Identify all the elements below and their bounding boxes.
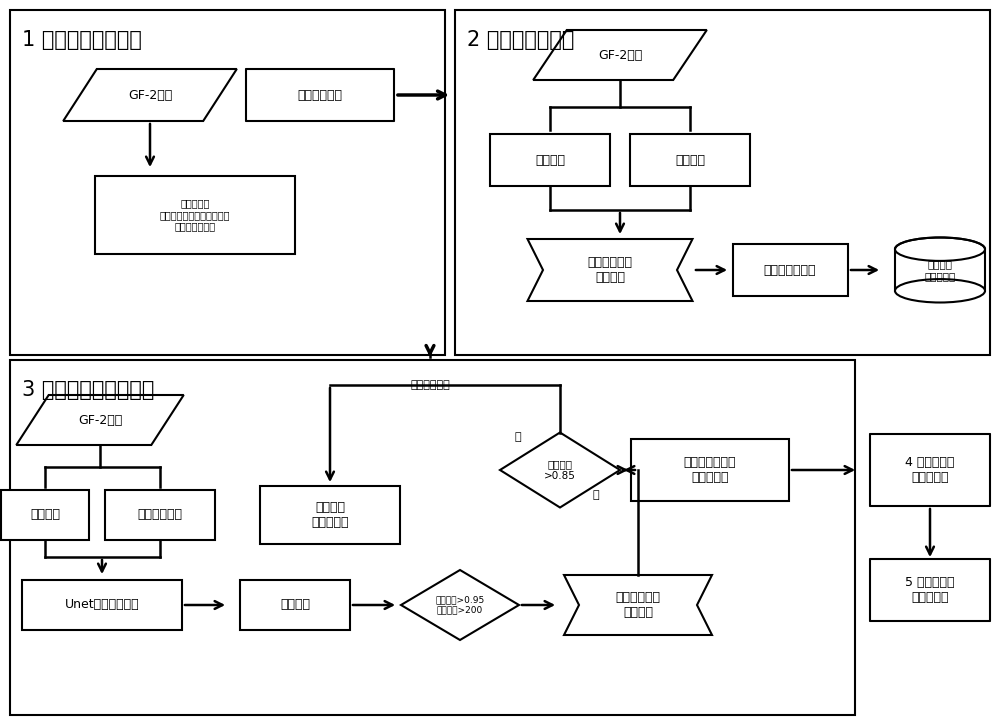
FancyBboxPatch shape	[732, 244, 848, 296]
Text: 是: 是	[593, 490, 599, 500]
Text: GF-2影像: GF-2影像	[598, 49, 642, 62]
Text: 训练精度>0.95
训练次数>200: 训练精度>0.95 训练次数>200	[435, 595, 485, 615]
FancyBboxPatch shape	[246, 69, 394, 121]
Text: 光谱植被指数: 光谱植被指数	[138, 508, 182, 521]
Text: 地面数据协同
模型训练: 地面数据协同 模型训练	[616, 591, 660, 619]
Text: 地面数据协同
样本制作: 地面数据协同 样本制作	[588, 256, 633, 284]
FancyBboxPatch shape	[10, 10, 445, 355]
FancyBboxPatch shape	[631, 439, 789, 501]
FancyBboxPatch shape	[95, 176, 295, 254]
Text: GF-2影像: GF-2影像	[78, 413, 122, 426]
FancyBboxPatch shape	[455, 10, 990, 355]
Text: 3 模型训练及协同优化: 3 模型训练及协同优化	[22, 380, 154, 400]
FancyBboxPatch shape	[490, 134, 610, 186]
Text: 2 样本标签库构建: 2 样本标签库构建	[467, 30, 574, 50]
Text: 城镇森林
样本标签库: 城镇森林 样本标签库	[924, 260, 956, 281]
Text: 城镇森林
样本标签库: 城镇森林 样本标签库	[311, 501, 349, 529]
Text: 数据预处理
（正射、辐射校正、大气校
正、影像融合）: 数据预处理 （正射、辐射校正、大气校 正、影像融合）	[160, 199, 230, 231]
FancyBboxPatch shape	[10, 360, 855, 715]
Text: 地面调查数据: 地面调查数据	[298, 88, 342, 102]
Ellipse shape	[895, 238, 985, 261]
Polygon shape	[63, 69, 237, 121]
FancyBboxPatch shape	[630, 134, 750, 186]
Text: 纹理特征: 纹理特征	[30, 508, 60, 521]
FancyBboxPatch shape	[870, 559, 990, 621]
Text: 1 数据获取与预处理: 1 数据获取与预处理	[22, 30, 142, 50]
Polygon shape	[564, 575, 712, 635]
Text: 城镇森林覆盖分
布提取模型: 城镇森林覆盖分 布提取模型	[684, 456, 736, 484]
FancyBboxPatch shape	[1, 490, 89, 540]
FancyBboxPatch shape	[870, 434, 990, 506]
Text: Unet深度学习模型: Unet深度学习模型	[65, 599, 139, 611]
Ellipse shape	[895, 279, 985, 302]
FancyBboxPatch shape	[895, 249, 985, 291]
Polygon shape	[500, 433, 620, 508]
Polygon shape	[528, 239, 692, 301]
Text: 参数调整: 参数调整	[280, 599, 310, 611]
FancyBboxPatch shape	[260, 486, 400, 544]
Text: 5 地面数据验
证模型精度: 5 地面数据验 证模型精度	[905, 576, 955, 604]
Text: 迭代优化样本: 迭代优化样本	[410, 380, 450, 390]
Text: 识别精度
>0.85: 识别精度 >0.85	[544, 459, 576, 481]
FancyBboxPatch shape	[240, 580, 350, 630]
Text: 否: 否	[515, 432, 521, 442]
Polygon shape	[533, 30, 707, 80]
Polygon shape	[401, 570, 519, 640]
Text: 4 城镇森林分
布影像识别: 4 城镇森林分 布影像识别	[905, 456, 955, 484]
Text: 纹理特征: 纹理特征	[535, 154, 565, 167]
Text: 面向对象粗分类: 面向对象粗分类	[764, 263, 816, 276]
FancyBboxPatch shape	[22, 580, 182, 630]
FancyBboxPatch shape	[105, 490, 215, 540]
Polygon shape	[16, 395, 184, 445]
Text: GF-2影像: GF-2影像	[128, 88, 172, 102]
Text: 光谱特征: 光谱特征	[675, 154, 705, 167]
